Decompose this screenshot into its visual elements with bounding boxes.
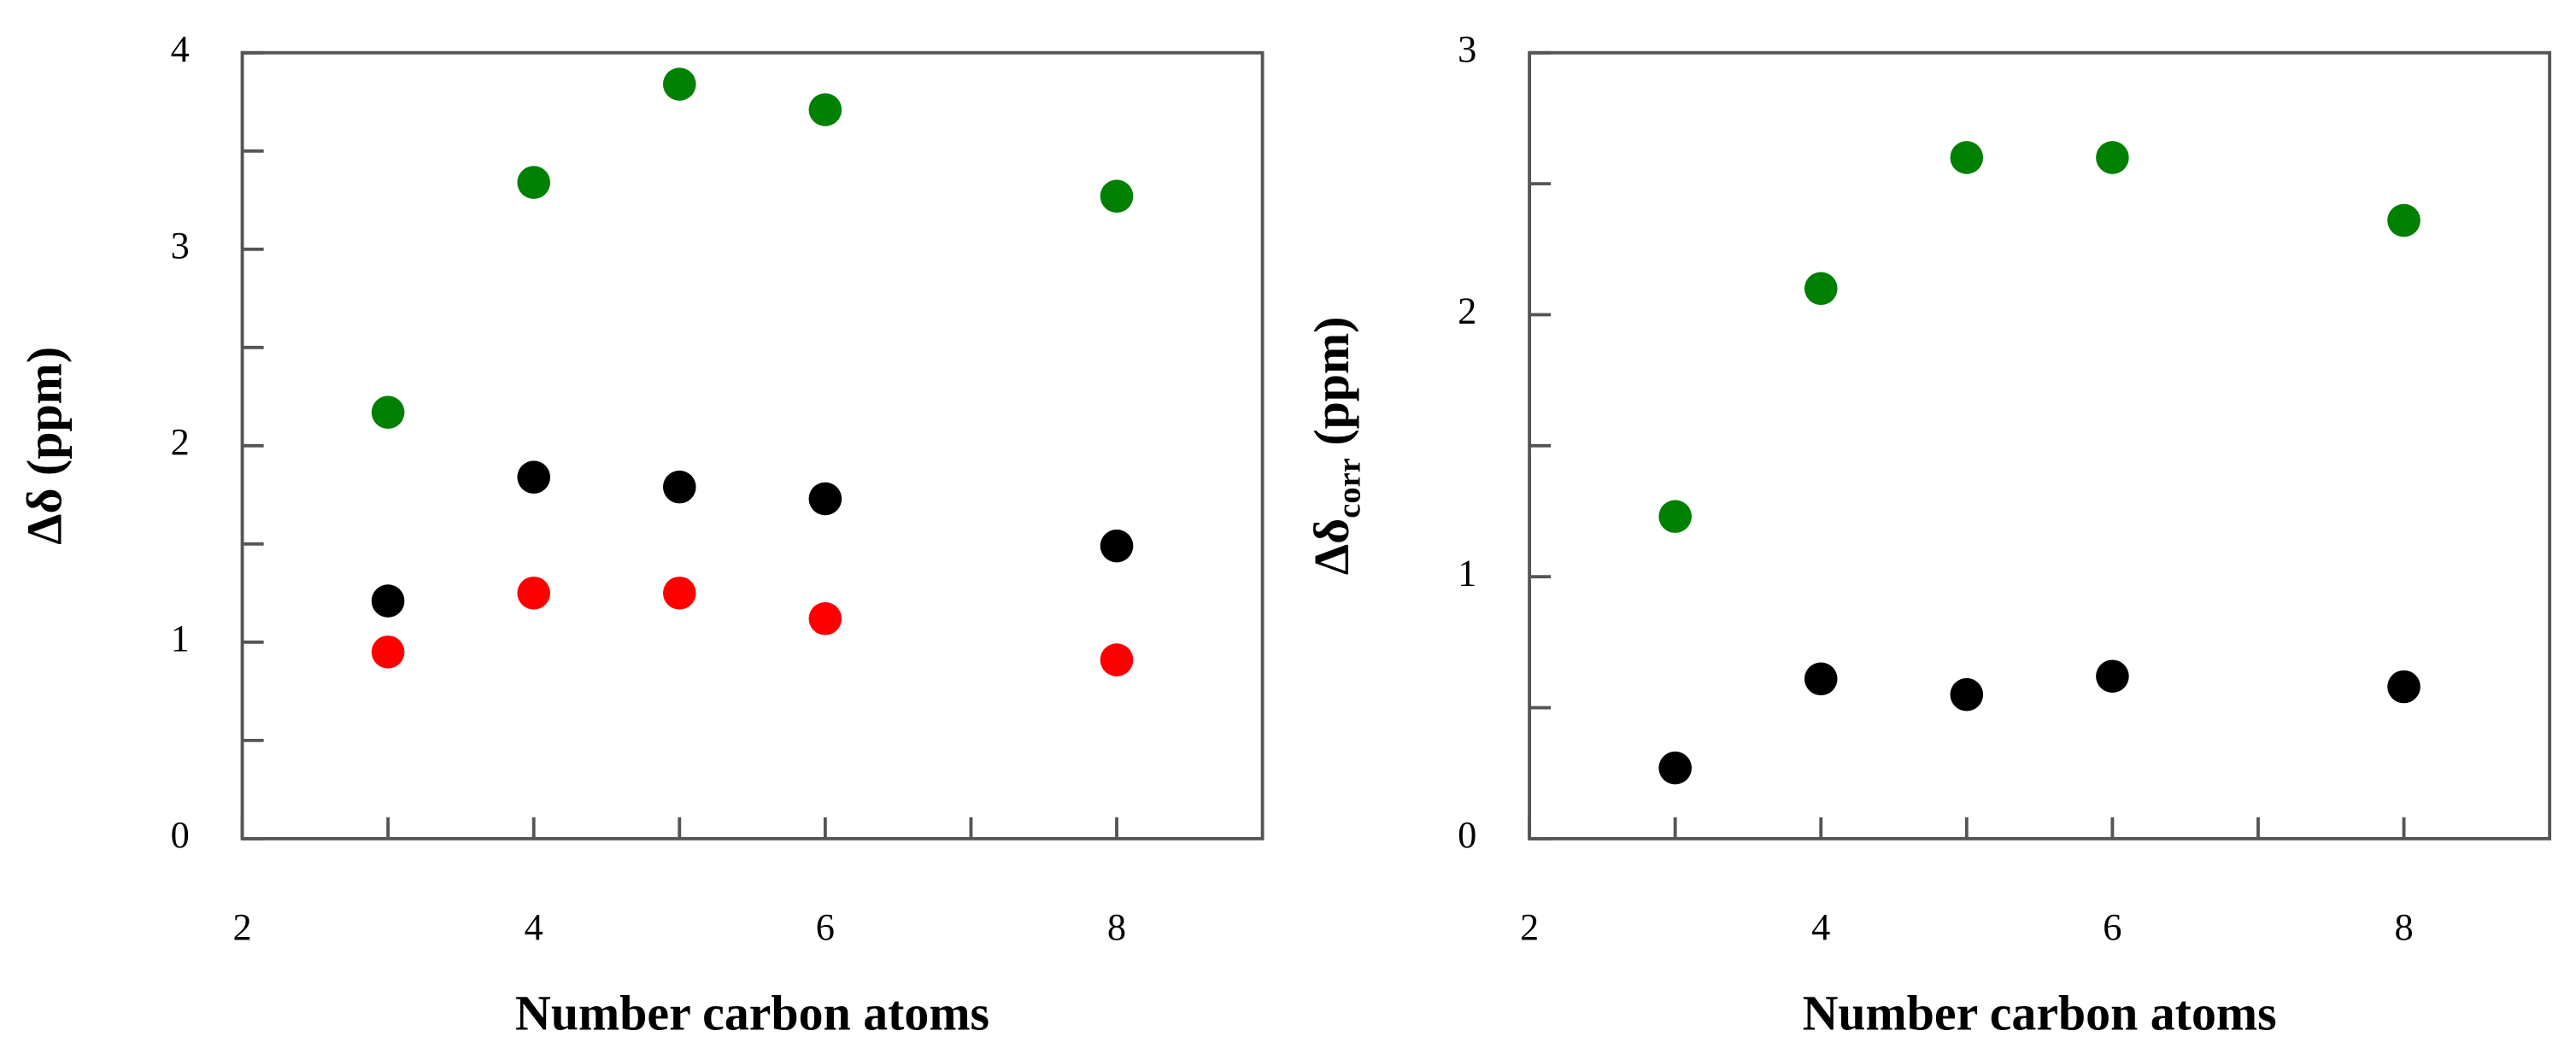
y-tick-label: 1 bbox=[1458, 551, 1476, 594]
y-tick-label: 3 bbox=[1458, 27, 1476, 70]
point bbox=[2096, 141, 2129, 174]
chart: 0 1 2 3 4 2 4 6 8 Number carbon atoms Δδ (ppm) bbox=[16, 27, 1265, 1041]
point bbox=[1100, 179, 1134, 213]
y-tick-label: 0 bbox=[1458, 813, 1476, 856]
point bbox=[1100, 643, 1134, 676]
point bbox=[517, 577, 551, 610]
point bbox=[371, 635, 405, 669]
y-tick-label: 3 bbox=[171, 224, 190, 266]
x-axis-title: Number carbon atoms bbox=[515, 986, 989, 1041]
point bbox=[808, 482, 842, 516]
y-title-main: Δδ (ppm) bbox=[16, 347, 72, 545]
x-tick-label: 2 bbox=[1520, 905, 1539, 948]
x-tick-label: 2 bbox=[232, 905, 251, 948]
y-tick-label: 2 bbox=[1458, 290, 1476, 332]
x-tick-label: 4 bbox=[525, 905, 543, 948]
point bbox=[663, 470, 696, 504]
point bbox=[1658, 751, 1692, 785]
point bbox=[663, 577, 696, 610]
plot-frame bbox=[240, 50, 1265, 840]
point bbox=[2387, 203, 2421, 237]
y-axis-title: Δδ (ppm) bbox=[16, 347, 72, 545]
y-title-main: Δδ bbox=[1304, 518, 1359, 575]
y-tick-label: 4 bbox=[171, 27, 190, 70]
point bbox=[1804, 272, 1838, 306]
y-tick-label: 0 bbox=[171, 813, 190, 856]
point bbox=[1804, 662, 1838, 696]
point bbox=[663, 67, 696, 101]
point bbox=[517, 166, 551, 199]
x-tick-label: 4 bbox=[1811, 905, 1830, 948]
point bbox=[371, 584, 405, 618]
x-tick-label: 8 bbox=[1107, 905, 1126, 948]
x-tick-label: 6 bbox=[816, 905, 835, 948]
point bbox=[1950, 677, 1984, 712]
point bbox=[517, 460, 551, 494]
point bbox=[2387, 670, 2421, 704]
y-axis-title: Δδcorr (ppm) bbox=[1304, 317, 1368, 576]
y-title-sub: corr bbox=[1331, 458, 1367, 518]
y-tick-label: 1 bbox=[171, 617, 190, 659]
plot-frame bbox=[1528, 50, 2552, 840]
y-title-rest: (ppm) bbox=[1304, 317, 1359, 459]
point bbox=[1950, 141, 1984, 174]
x-tick-label: 8 bbox=[2394, 905, 2413, 948]
point bbox=[1658, 500, 1692, 533]
point bbox=[808, 601, 842, 635]
x-axis-title: Number carbon atoms bbox=[1803, 986, 2277, 1041]
point bbox=[1100, 529, 1134, 563]
y-tick-label: 2 bbox=[171, 420, 190, 463]
point bbox=[2096, 659, 2129, 694]
chart: 0 1 2 3 2 4 6 8 Number carbon atoms Δδcorr (ppm) bbox=[1304, 27, 2552, 1041]
point bbox=[371, 395, 405, 430]
point bbox=[808, 93, 842, 126]
x-tick-label: 6 bbox=[2103, 905, 2121, 948]
